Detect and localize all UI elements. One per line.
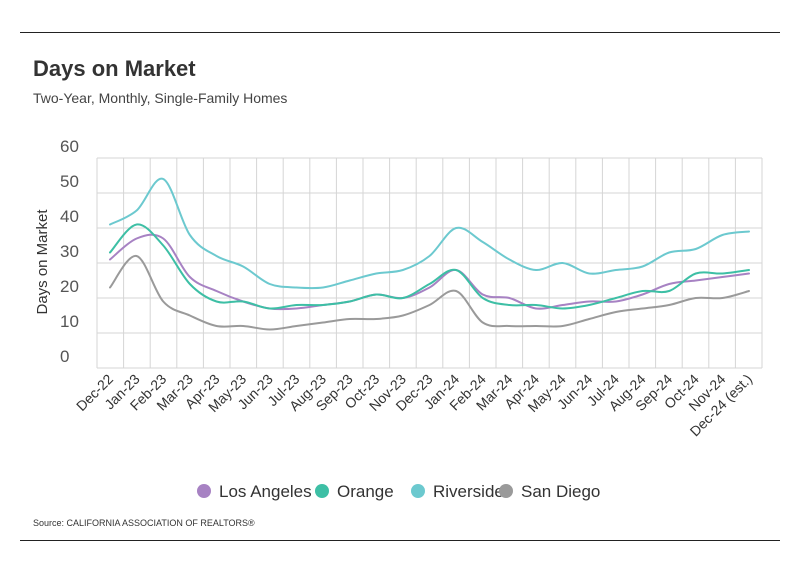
y-tick-label: 10 [60,312,79,331]
top-rule [20,32,780,33]
legend-item-san-diego: San Diego [499,482,600,501]
legend-swatch [315,484,329,498]
legend-item-orange: Orange [315,482,394,501]
series-line-san-diego [109,255,750,331]
legend-label: San Diego [521,482,600,501]
y-tick-label: 30 [60,242,79,261]
source-note: Source: CALIFORNIA ASSOCIATION OF REALTO… [33,518,255,528]
legend-swatch [499,484,513,498]
y-tick-label: 60 [60,137,79,156]
y-tick-labels: 0 10 20 30 40 50 60 [60,137,79,366]
series-line-riverside [109,177,750,290]
y-tick-label: 40 [60,207,79,226]
grid-lines [96,157,763,369]
legend-swatch [197,484,211,498]
legend: Los Angeles Orange Riverside San Diego [197,482,600,501]
legend-swatch [411,484,425,498]
legend-label: Riverside [433,482,504,501]
series-lines [109,177,750,331]
series-line-los-angeles [109,233,750,311]
x-tick-labels: Dec-22Jan-23Feb-23Mar-23Apr-23May-23Jun-… [73,371,755,440]
chart-subtitle: Two-Year, Monthly, Single-Family Homes [33,90,288,106]
bottom-rule [20,540,780,541]
chart-title: Days on Market [33,56,196,81]
legend-label: Los Angeles [219,482,312,501]
legend-item-los-angeles: Los Angeles [197,482,312,501]
y-tick-label: 20 [60,277,79,296]
y-axis-label: Days on Market [34,209,51,315]
y-tick-label: 0 [60,347,69,366]
legend-label: Orange [337,482,394,501]
series-line-orange [109,223,750,310]
legend-item-riverside: Riverside [411,482,504,501]
y-tick-label: 50 [60,172,79,191]
